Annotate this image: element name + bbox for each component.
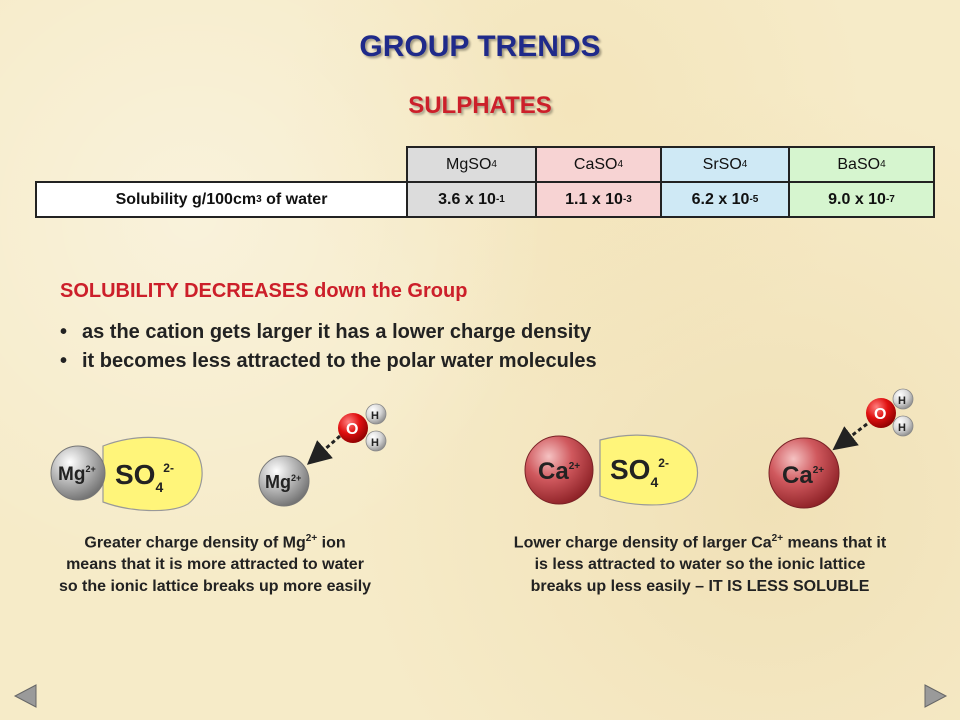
caption-line: is less attracted to water so the ionic … [534,556,866,574]
oxygen-atom [338,413,368,443]
bullet-icon: • [60,350,68,372]
hydrogen-label: H [371,437,379,449]
caption-text: ion [317,534,346,552]
mgso4-ion-pair: Mg2+ SO42- [50,436,203,512]
solubility-heading: SOLUBILITY DECREASES down the Group [60,280,468,302]
header-caso4: CaSO 4 [535,146,662,183]
caption-line: so the ionic lattice breaks up more easi… [58,578,372,596]
value-exponent: -7 [885,194,895,205]
value-baso4: 9.0 x 10 -7 [788,181,935,218]
caption-text: Greater charge density of Mg [84,534,306,552]
value-exponent: -5 [749,194,759,205]
header-srso4: SrSO 4 [660,146,790,183]
ca-ion-label: Ca2+ [782,462,824,489]
caption-text: Lower charge density of larger Ca [513,534,772,552]
triangle-right-icon [924,684,948,708]
header-name: CaSO [573,155,618,173]
caso4-ion-pair: Ca2+ SO42- [524,434,699,506]
ca-ion-label: Ca2+ [538,458,580,485]
value-mantissa: 6.2 x 10 [691,190,750,208]
caption-mg: Greater charge density of Mg2+ ion means… [20,528,410,598]
ca-water-attraction: Ca2+ O H H [768,388,914,509]
attraction-arrow [306,434,341,465]
caption-text: means that it [783,534,887,552]
caption-ca: Lower charge density of larger Ca2+ mean… [470,528,930,598]
ca-ion-sphere [524,435,594,505]
sulphate-label: SO42- [115,459,174,495]
row-label-sup: 3 [256,194,262,205]
bullet-item: • as the cation gets larger it has a lowe… [60,321,591,344]
triangle-left-icon [13,684,37,708]
value-srso4: 6.2 x 10 -5 [660,181,790,218]
header-sub: 4 [491,159,497,170]
mg-ion-sphere [50,445,106,501]
header-sub: 4 [617,159,624,170]
row-label-suffix: of water [261,190,328,208]
header-sub: 4 [741,159,748,170]
header-baso4: BaSO 4 [788,146,935,183]
caption-line: breaks up less easily – IT IS LESS SOLUB… [530,578,870,596]
mg-ion-label: Mg2+ [58,464,96,485]
sulphate-label: SO42- [610,454,669,490]
header-name: BaSO [837,155,881,173]
sulphate-blob [599,434,699,506]
caption-line: Lower charge density of larger Ca2+ mean… [470,528,930,554]
page-subtitle: SULPHATES [408,92,552,119]
hydrogen-label: H [898,422,906,434]
header-name: MgSO [446,155,492,173]
mg-ion-label: Mg2+ [265,472,301,492]
caption-line: means that it is more attracted to water [66,556,364,574]
value-mgso4: 3.6 x 10 -1 [406,181,537,218]
header-name: SrSO [702,155,742,173]
page-title: GROUP TRENDS [359,30,601,63]
ca-ion-sphere [768,437,840,509]
mg-ion-sphere [258,455,310,507]
hydrogen-label: H [898,395,906,407]
value-exponent: -1 [495,194,505,205]
sulphate-blob [102,436,203,512]
hydrogen-atom [892,388,914,410]
oxygen-label: O [346,421,358,438]
hydrogen-atom [892,415,914,437]
next-slide-button[interactable] [921,682,949,715]
attraction-arrow [832,422,868,451]
previous-slide-button[interactable] [12,682,40,715]
row-label-text: Solubility g/100cm [115,190,257,208]
hydrogen-atom [365,430,387,452]
value-mantissa: 3.6 x 10 [438,190,496,208]
bullet-item: • it becomes less attracted to the polar … [60,350,597,373]
header-sub: 4 [880,159,886,170]
bullet-text: it becomes less attracted to the polar w… [82,350,597,372]
row-label-solubility: Solubility g/100cm 3 of water [35,181,408,218]
bullet-text: as the cation gets larger it has a lower… [82,321,592,343]
hydrogen-atom [365,403,387,425]
value-exponent: -3 [622,194,632,205]
value-caso4: 1.1 x 10 -3 [535,181,662,218]
header-mgso4: MgSO 4 [406,146,537,183]
caption-sup: 2+ [305,533,318,544]
caption-sup: 2+ [771,533,784,544]
oxygen-atom [866,398,896,428]
value-mantissa: 9.0 x 10 [828,190,886,208]
mg-water-attraction: Mg2+ O H H [258,403,387,507]
value-mantissa: 1.1 x 10 [565,190,623,208]
bullet-icon: • [60,321,68,343]
hydrogen-label: H [371,410,379,422]
oxygen-label: O [874,406,886,423]
caption-line: Greater charge density of Mg2+ ion [20,528,410,554]
